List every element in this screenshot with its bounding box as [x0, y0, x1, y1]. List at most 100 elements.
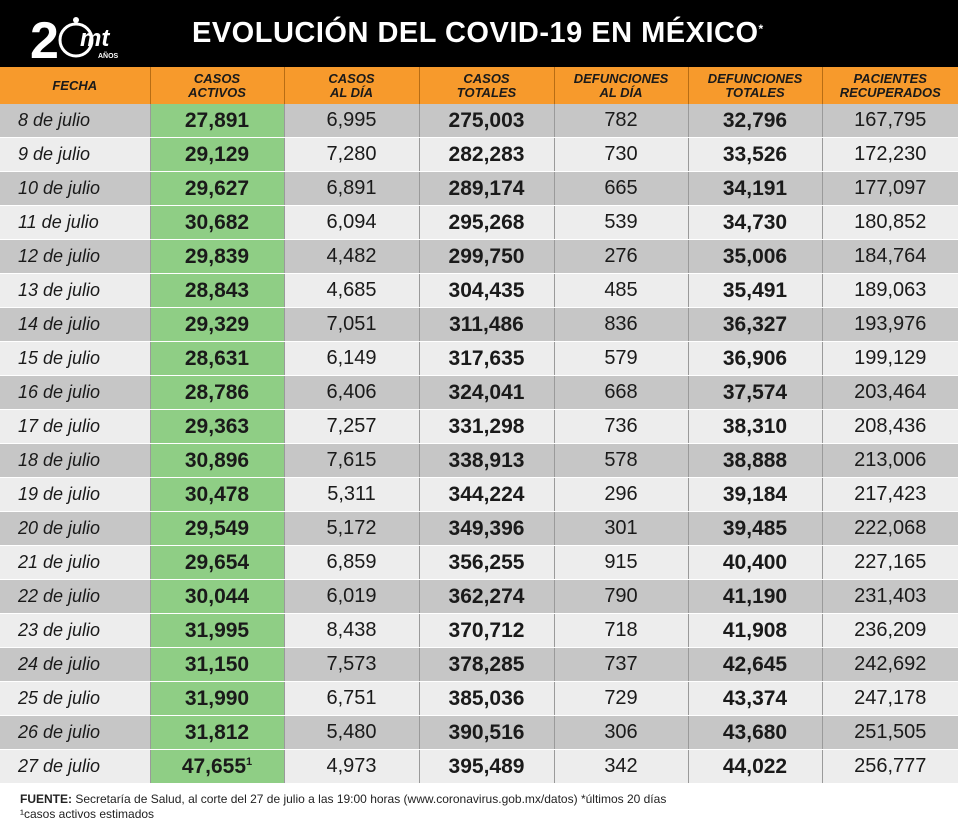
- cell-casos-totales: 395,489: [419, 749, 555, 784]
- cell-casos-totales: 289,174: [419, 171, 555, 206]
- column-header-line: CASOS: [193, 70, 241, 86]
- cell-casos-totales: 311,486: [419, 307, 555, 342]
- table-row: 14 de julio 29,329 7,051 311,486 836 36,327 19…: [0, 307, 958, 342]
- table-row: 12 de julio 29,839 4,482 299,750 276 35,006 18…: [0, 239, 958, 274]
- page-title: EVOLUCIÓN DEL COVID-19 EN MÉXICO*: [192, 17, 764, 49]
- column-header-defunciones-totales: DEFUNCIONES TOTALES: [688, 67, 823, 104]
- cell-defunciones-al-dia: 485: [554, 273, 689, 308]
- cell-casos-al-dia: 7,615: [284, 443, 420, 478]
- cell-defunciones-al-dia: 342: [554, 749, 689, 784]
- column-header-line: AL DÍA: [329, 84, 374, 100]
- cell-casos-activos: 28,786: [150, 375, 285, 410]
- table-row: 13 de julio 28,843 4,685 304,435 485 35,491 18…: [0, 273, 958, 308]
- cell-casos-totales: 331,298: [419, 409, 555, 444]
- cell-pacientes-recuperados: 172,230: [822, 137, 958, 172]
- table-row: 21 de julio 29,654 6,859 356,255 915 40,400 22…: [0, 545, 958, 580]
- cell-defunciones-al-dia: 915: [554, 545, 689, 580]
- column-header-line: TOTALES: [725, 84, 785, 100]
- cell-defunciones-totales: 34,730: [688, 205, 823, 240]
- column-header-defunciones-al-dia: DEFUNCIONES AL DÍA: [554, 67, 689, 104]
- column-header-line: DEFUNCIONES: [573, 70, 669, 86]
- column-header-line: FECHA: [52, 77, 98, 93]
- cell-casos-al-dia: 6,859: [284, 545, 420, 580]
- cell-casos-al-dia: 6,751: [284, 681, 420, 716]
- table-row: 23 de julio 31,995 8,438 370,712 718 41,908 23…: [0, 613, 958, 648]
- cell-defunciones-totales: 39,485: [688, 511, 823, 546]
- cell-casos-activos: 31,990: [150, 681, 285, 716]
- cell-casos-activos: 30,044: [150, 579, 285, 614]
- cell-casos-totales: 304,435: [419, 273, 555, 308]
- covid-evolution-table: FECHA CASOS ACTIVOS CASOS AL DÍA CASOS TOTALES…: [0, 67, 958, 784]
- cell-defunciones-al-dia: 782: [554, 104, 689, 138]
- table-row: 8 de julio 27,891 6,995 275,003 782 32,796 167…: [0, 104, 958, 138]
- column-header-fecha: FECHA: [0, 67, 151, 104]
- column-header-line: AL DÍA: [599, 84, 643, 100]
- cell-casos-al-dia: 4,685: [284, 273, 420, 308]
- table-row: 27 de julio 47,6551 4,973 395,489 342 44,022 2…: [0, 749, 958, 784]
- column-header-line: RECUPERADOS: [839, 84, 941, 100]
- cell-fecha: 26 de julio: [0, 715, 151, 750]
- cell-pacientes-recuperados: 213,006: [822, 443, 958, 478]
- cell-casos-activos: 28,843: [150, 273, 285, 308]
- cell-pacientes-recuperados: 247,178: [822, 681, 958, 716]
- cell-casos-totales: 282,283: [419, 137, 555, 172]
- cell-defunciones-totales: 36,906: [688, 341, 823, 376]
- cell-casos-totales: 344,224: [419, 477, 555, 512]
- cell-casos-totales: 349,396: [419, 511, 555, 546]
- cell-pacientes-recuperados: 208,436: [822, 409, 958, 444]
- cell-defunciones-al-dia: 301: [554, 511, 689, 546]
- cell-casos-activos: 29,654: [150, 545, 285, 580]
- cell-casos-totales: 378,285: [419, 647, 555, 682]
- cell-pacientes-recuperados: 203,464: [822, 375, 958, 410]
- cell-casos-al-dia: 7,280: [284, 137, 420, 172]
- cell-casos-activos: 29,329: [150, 307, 285, 342]
- cell-casos-activos: 31,812: [150, 715, 285, 750]
- cell-pacientes-recuperados: 242,692: [822, 647, 958, 682]
- column-header-casos-activos: CASOS ACTIVOS: [150, 67, 285, 104]
- cell-defunciones-al-dia: 790: [554, 579, 689, 614]
- cell-defunciones-totales: 40,400: [688, 545, 823, 580]
- cell-defunciones-totales: 32,796: [688, 104, 823, 138]
- cell-defunciones-al-dia: 836: [554, 307, 689, 342]
- cell-pacientes-recuperados: 180,852: [822, 205, 958, 240]
- cell-fecha: 25 de julio: [0, 681, 151, 716]
- cell-pacientes-recuperados: 184,764: [822, 239, 958, 274]
- cell-pacientes-recuperados: 177,097: [822, 171, 958, 206]
- svg-text:AÑOS: AÑOS: [98, 51, 119, 60]
- cell-casos-al-dia: 6,149: [284, 341, 420, 376]
- cell-casos-al-dia: 4,973: [284, 749, 420, 784]
- table-row: 16 de julio 28,786 6,406 324,041 668 37,574 20…: [0, 375, 958, 410]
- cell-pacientes-recuperados: 227,165: [822, 545, 958, 580]
- cell-casos-al-dia: 5,172: [284, 511, 420, 546]
- cell-defunciones-totales: 35,491: [688, 273, 823, 308]
- cell-fecha: 23 de julio: [0, 613, 151, 648]
- cell-fecha: 8 de julio: [0, 104, 151, 138]
- table-row: 19 de julio 30,478 5,311 344,224 296 39,184 21…: [0, 477, 958, 512]
- cell-defunciones-totales: 39,184: [688, 477, 823, 512]
- cell-casos-activos: 31,995: [150, 613, 285, 648]
- column-header-line: ACTIVOS: [188, 84, 246, 100]
- cell-fecha: 16 de julio: [0, 375, 151, 410]
- cell-defunciones-totales: 44,022: [688, 749, 823, 784]
- cell-defunciones-al-dia: 718: [554, 613, 689, 648]
- table-row: 24 de julio 31,150 7,573 378,285 737 42,645 24…: [0, 647, 958, 682]
- cell-casos-al-dia: 6,406: [284, 375, 420, 410]
- source-line: FUENTE: Secretaría de Salud, al corte de…: [20, 792, 667, 806]
- cell-fecha: 15 de julio: [0, 341, 151, 376]
- column-header-line: PACIENTES: [853, 70, 927, 86]
- estimated-note-mark: 1: [246, 755, 253, 768]
- cell-defunciones-al-dia: 668: [554, 375, 689, 410]
- column-header-line: CASOS: [328, 70, 375, 86]
- cell-defunciones-totales: 34,191: [688, 171, 823, 206]
- cell-casos-al-dia: 4,482: [284, 239, 420, 274]
- cell-casos-al-dia: 6,019: [284, 579, 420, 614]
- cell-casos-activos: 47,6551: [150, 749, 285, 784]
- column-header-line: DEFUNCIONES: [707, 70, 803, 86]
- cell-fecha: 21 de julio: [0, 545, 151, 580]
- cell-defunciones-totales: 43,680: [688, 715, 823, 750]
- footer-source: FUENTE: Secretaría de Salud, al corte de…: [0, 789, 958, 823]
- cell-casos-al-dia: 7,051: [284, 307, 420, 342]
- header-bar: 2 mt AÑOS EVOLUCIÓN DEL COVID-19 EN MÉXI…: [0, 0, 958, 70]
- cell-defunciones-al-dia: 730: [554, 137, 689, 172]
- cell-casos-activos: 30,478: [150, 477, 285, 512]
